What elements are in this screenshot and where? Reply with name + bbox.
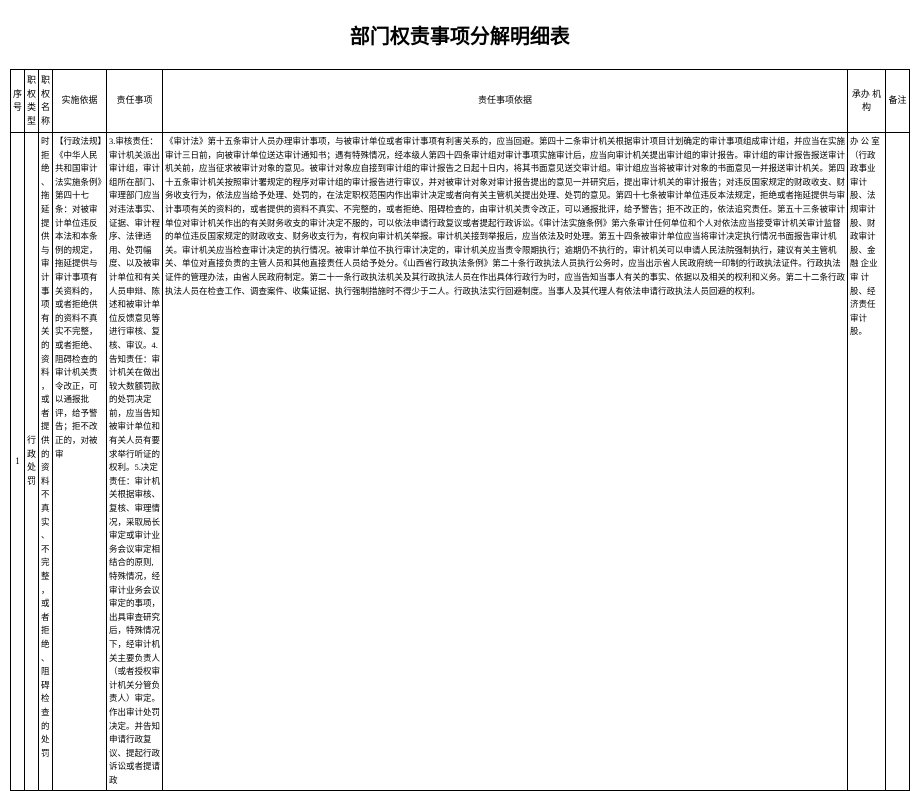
cell-basis: 【行政法规】《中华人民共和国审计法实施条例》第四十七条：对被审计单位违反本法和本… xyxy=(53,133,107,791)
cell-name: 时拒绝、拖延提供与审计事项有关的资料，或者提供的资料不真实、不完整，或者拒绝、阻… xyxy=(39,133,53,791)
header-name: 职权名称 xyxy=(39,70,53,133)
cell-org: 办 公 室（行政政事业审计股、法规审计股、财政审计股、金 融 企业 审 计股、经… xyxy=(848,133,886,791)
header-basis: 实施依据 xyxy=(53,70,107,133)
header-resp-basis: 责任事项依据 xyxy=(163,70,848,133)
header-remark: 备注 xyxy=(886,70,910,133)
detail-table: 序号 职权类型 职权名称 实施依据 责任事项 责任事项依据 承办 机构 备注 1… xyxy=(10,69,910,791)
cell-resp: 3.审核责任：审计机关派出审计组，审计组所在部门、审理部门应当对违法事实、证据、… xyxy=(107,133,163,791)
table-row: 1 行政处罚 时拒绝、拖延提供与审计事项有关的资料，或者提供的资料不真实、不完整… xyxy=(11,133,910,791)
header-resp: 责任事项 xyxy=(107,70,163,133)
cell-seq: 1 xyxy=(11,133,25,791)
table-header-row: 序号 职权类型 职权名称 实施依据 责任事项 责任事项依据 承办 机构 备注 xyxy=(11,70,910,133)
header-org: 承办 机构 xyxy=(848,70,886,133)
header-type: 职权类型 xyxy=(25,70,39,133)
cell-type: 行政处罚 xyxy=(25,133,39,791)
cell-remark xyxy=(886,133,910,791)
header-seq: 序号 xyxy=(11,70,25,133)
page-title: 部门权责事项分解明细表 xyxy=(10,20,910,49)
cell-resp-basis: 《审计法》第十五条审计人员办理审计事项，与被审计单位或者审计事项有利害关系的，应… xyxy=(163,133,848,791)
